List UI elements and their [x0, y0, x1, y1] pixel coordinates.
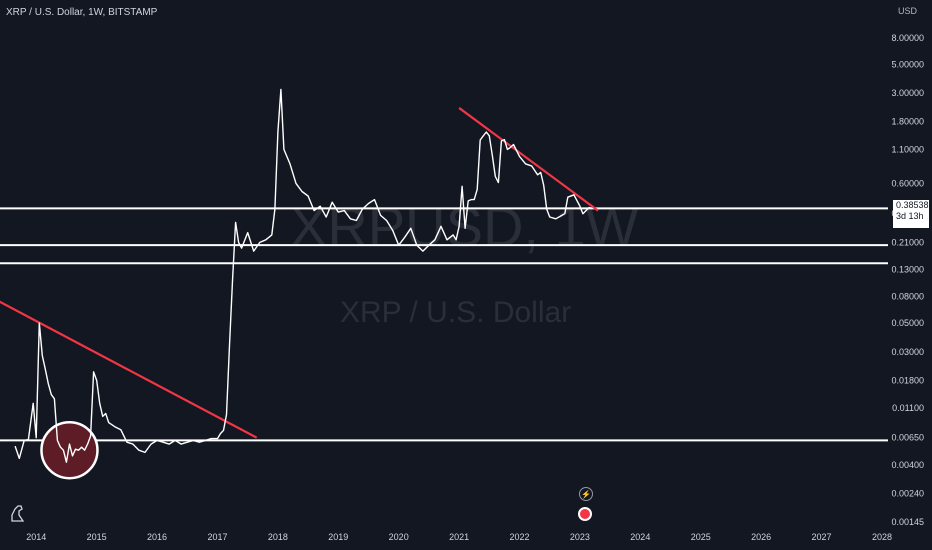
- time-tick-2019: 2019: [328, 532, 348, 542]
- price-tick-3.00000: 3.00000: [891, 88, 924, 98]
- trendline-0[interactable]: [0, 300, 258, 439]
- bar-countdown: 3d 13h: [896, 211, 924, 221]
- price-tick-0.00240: 0.00240: [891, 489, 924, 499]
- price-tick-0.00400: 0.00400: [891, 460, 924, 470]
- horizontal-levels[interactable]: [0, 207, 888, 442]
- price-tick-0.21000: 0.21000: [891, 237, 924, 247]
- price-tick-0.60000: 0.60000: [891, 178, 924, 188]
- time-tick-2022: 2022: [509, 532, 529, 542]
- time-tick-2015: 2015: [87, 532, 107, 542]
- last-price-tag: 0.38538 3d 13h: [893, 200, 929, 228]
- price-tick-0.03000: 0.03000: [891, 347, 924, 357]
- trendline-1[interactable]: [458, 107, 599, 212]
- time-tick-2026: 2026: [751, 532, 771, 542]
- last-price: 0.38538: [896, 200, 929, 210]
- price-tick-0.00650: 0.00650: [891, 433, 924, 443]
- time-tick-2020: 2020: [389, 532, 409, 542]
- watermark-name: XRP / U.S. Dollar: [340, 296, 571, 329]
- price-tick-0.01100: 0.01100: [892, 403, 924, 413]
- time-tick-2024: 2024: [630, 532, 650, 542]
- price-axis-currency: USD: [898, 6, 918, 16]
- price-tick-1.80000: 1.80000: [891, 117, 924, 127]
- price-line: [14, 88, 593, 463]
- time-tick-2016: 2016: [147, 532, 167, 542]
- time-tick-2018: 2018: [268, 532, 288, 542]
- trendlines[interactable]: [0, 107, 599, 439]
- price-tick-5.00000: 5.00000: [891, 59, 924, 69]
- time-tick-2014: 2014: [26, 532, 46, 542]
- price-tick-0.13000: 0.13000: [891, 264, 924, 274]
- highlight-circle-group: [40, 420, 99, 480]
- tradingview-logo-icon[interactable]: [9, 503, 27, 523]
- price-tick-8.00000: 8.00000: [891, 33, 924, 43]
- price-tick-1.10000: 1.10000: [891, 144, 924, 154]
- price-axis[interactable]: 8.00000 5.00000 3.00000 1.80000 1.10000 0.600…: [891, 33, 924, 527]
- price-tick-0.01800: 0.01800: [891, 375, 924, 385]
- time-tick-2027: 2027: [812, 532, 832, 542]
- time-tick-2021: 2021: [449, 532, 469, 542]
- price-tick-0.08000: 0.08000: [891, 292, 924, 302]
- lightning-icon[interactable]: ⚡: [579, 487, 593, 501]
- time-tick-2025: 2025: [691, 532, 711, 542]
- flag-event-icon[interactable]: [578, 507, 592, 521]
- time-axis[interactable]: 2014 2015 2016 2017 2018 2019 2020 2021 2022 2023…: [26, 532, 892, 542]
- price-tick-0.00145: 0.00145: [891, 517, 924, 527]
- chart-header-title: XRP / U.S. Dollar, 1W, BITSTAMP: [6, 7, 158, 18]
- price-tick-0.05000: 0.05000: [891, 318, 924, 328]
- time-tick-2023: 2023: [570, 532, 590, 542]
- highlight-circle: [40, 420, 99, 480]
- time-tick-2017: 2017: [207, 532, 227, 542]
- time-tick-2028: 2028: [872, 532, 892, 542]
